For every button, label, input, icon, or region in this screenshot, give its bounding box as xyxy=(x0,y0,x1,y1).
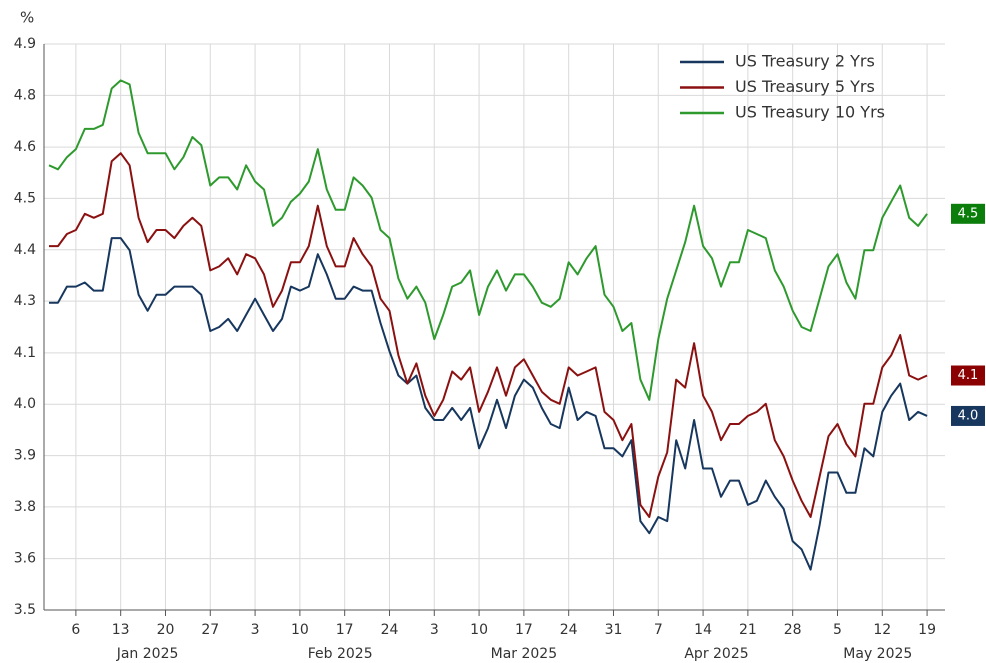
series-line xyxy=(49,237,928,571)
legend-label: US Treasury 10 Yrs xyxy=(735,103,885,122)
y-tick-label: 4.0 xyxy=(14,396,36,412)
series-line xyxy=(48,79,928,401)
x-tick-label: 5 xyxy=(833,622,842,638)
x-tick-label: 24 xyxy=(560,622,578,638)
end-tag-label: 4.0 xyxy=(958,408,979,423)
x-tick-label: 21 xyxy=(739,622,757,638)
x-tick-label: 13 xyxy=(112,622,130,638)
y-tick-label: 3.5 xyxy=(14,602,36,618)
x-tick-label: 19 xyxy=(918,622,936,638)
x-tick-label: 3 xyxy=(430,622,439,638)
y-tick-label: 4.9 xyxy=(14,36,36,52)
x-tick-label: 6 xyxy=(71,622,80,638)
x-month-label: Jan 2025 xyxy=(116,646,179,662)
y-tick-label: 3.9 xyxy=(14,448,36,464)
x-month-label: Apr 2025 xyxy=(684,646,748,662)
x-tick-label: 3 xyxy=(251,622,260,638)
legend-label: US Treasury 5 Yrs xyxy=(735,77,875,96)
y-tick-label: 4.8 xyxy=(14,87,36,103)
x-tick-label: 12 xyxy=(873,622,891,638)
x-tick-label: 31 xyxy=(605,622,623,638)
x-tick-label: 24 xyxy=(381,622,399,638)
series-line xyxy=(49,152,928,518)
y-tick-label: 4.3 xyxy=(14,293,36,309)
x-tick-label: 10 xyxy=(291,622,309,638)
y-tick-label: 4.4 xyxy=(14,242,36,258)
x-tick-label: 17 xyxy=(336,622,354,638)
x-tick-label: 17 xyxy=(515,622,533,638)
end-tag-label: 4.1 xyxy=(958,368,979,383)
end-tag xyxy=(951,405,985,426)
x-tick-label: 10 xyxy=(470,622,488,638)
x-month-label: Feb 2025 xyxy=(308,646,373,662)
y-tick-label: 3.6 xyxy=(14,551,36,567)
end-tag xyxy=(951,365,985,386)
y-tick-label: 4.1 xyxy=(14,345,36,361)
x-month-label: May 2025 xyxy=(843,646,912,662)
x-tick-label: 20 xyxy=(157,622,175,638)
x-tick-label: 28 xyxy=(784,622,802,638)
legend-label: US Treasury 2 Yrs xyxy=(735,52,875,71)
x-tick-label: 7 xyxy=(654,622,663,638)
x-tick-label: 27 xyxy=(201,622,219,638)
y-tick-label: 4.5 xyxy=(14,190,36,206)
y-tick-label: 3.8 xyxy=(14,499,36,515)
end-tag xyxy=(951,203,985,224)
y-unit: % xyxy=(20,9,34,27)
end-tag-label: 4.5 xyxy=(958,206,979,221)
x-tick-label: 14 xyxy=(694,622,712,638)
y-tick-label: 4.6 xyxy=(14,139,36,155)
x-month-label: Mar 2025 xyxy=(491,646,558,662)
